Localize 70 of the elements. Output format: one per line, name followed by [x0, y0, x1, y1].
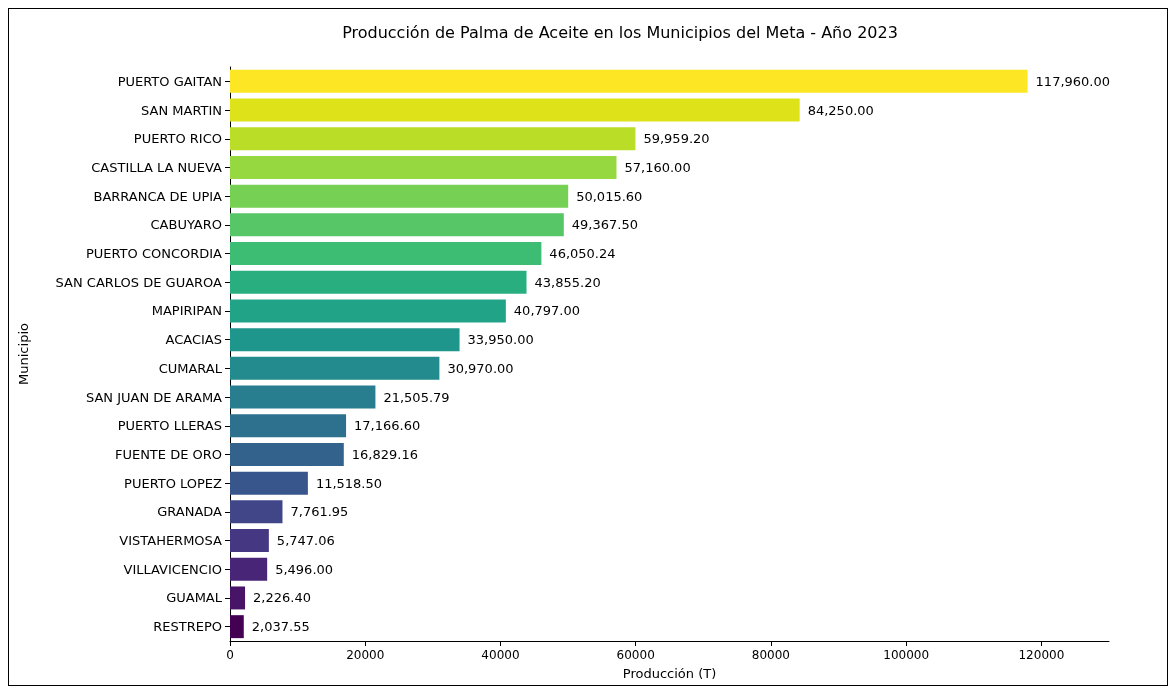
x-tick-label: 60000	[616, 648, 655, 662]
y-tick-label: CUMARAL	[158, 360, 223, 376]
y-tick-label: GUAMAL	[166, 590, 223, 606]
y-tick-label: VILLAVICENCIO	[123, 561, 222, 577]
bar	[230, 270, 527, 294]
x-axis-title: Producción (T)	[622, 666, 717, 681]
data-label: 21,505.79	[383, 389, 450, 405]
data-label: 5,496.00	[275, 561, 334, 577]
bar	[230, 69, 1028, 93]
data-label: 11,518.50	[315, 475, 383, 491]
y-tick-label: CABUYARO	[150, 217, 222, 233]
data-label: 2,226.40	[253, 590, 311, 606]
bar	[230, 184, 569, 208]
y-tick-label: BARRANCA DE UPIA	[93, 188, 223, 204]
data-label: 16,829.16	[351, 446, 418, 462]
bar	[230, 557, 268, 581]
x-tick-label: 20000	[346, 648, 385, 662]
data-label: 117,960.00	[1035, 73, 1111, 89]
y-tick-label: PUERTO LLERAS	[117, 418, 222, 434]
y-tick-label: CASTILLA LA NUEVA	[91, 159, 223, 175]
data-label: 7,761.95	[290, 504, 349, 520]
bar	[230, 356, 440, 380]
data-label: 84,250.00	[807, 102, 874, 118]
bar	[230, 471, 308, 495]
x-tick-label: 0	[226, 648, 234, 662]
data-label: 2,037.55	[251, 619, 310, 635]
bar	[230, 155, 617, 179]
data-label: 17,166.60	[354, 418, 421, 434]
chart-title: Producción de Palma de Aceite en los Municipios del Meta - Año 2023	[342, 22, 898, 42]
data-label: 57,160.00	[624, 159, 691, 175]
bar	[230, 242, 542, 266]
bar	[230, 529, 269, 553]
y-tick-label: SAN CARLOS DE GUAROA	[55, 274, 223, 290]
y-tick-label: MAPIRIPAN	[151, 303, 222, 319]
y-tick-label: PUERTO RICO	[133, 131, 222, 147]
y-tick-label: PUERTO GAITAN	[117, 73, 222, 89]
data-label: 46,050.24	[549, 246, 616, 262]
data-label: 59,959.20	[643, 131, 710, 147]
bar	[230, 442, 344, 466]
bar	[230, 615, 244, 639]
bar	[230, 98, 800, 122]
x-tick-label: 100000	[883, 648, 930, 662]
y-tick-label: ACACIAS	[165, 332, 222, 348]
x-tick-label: 80000	[751, 648, 791, 662]
y-tick-label: GRANADA	[157, 504, 223, 520]
y-tick-label: PUERTO CONCORDIA	[85, 246, 223, 262]
y-tick-label: VISTAHERMOSA	[119, 533, 223, 549]
x-tick-label: 120000	[1018, 648, 1065, 662]
bar	[230, 127, 636, 151]
bar	[230, 385, 376, 409]
y-tick-label: SAN JUAN DE ARAMA	[85, 389, 223, 405]
data-label: 49,367.50	[571, 217, 638, 233]
bar	[230, 328, 460, 352]
y-tick-label: PUERTO LOPEZ	[124, 475, 223, 491]
data-label: 33,950.00	[467, 332, 534, 348]
y-tick-label: FUENTE DE ORO	[114, 446, 222, 462]
bar	[230, 213, 564, 237]
data-label: 40,797.00	[513, 303, 581, 319]
y-axis-title: Municipio	[16, 323, 31, 385]
bar	[230, 299, 506, 323]
data-label: 30,970.00	[447, 360, 514, 376]
data-label: 50,015.60	[576, 188, 643, 204]
x-tick-label: 40000	[481, 648, 520, 662]
bar	[230, 500, 283, 524]
data-label: 5,747.06	[276, 533, 335, 549]
bar	[230, 414, 347, 438]
y-tick-label: SAN MARTIN	[141, 102, 222, 118]
bar	[230, 586, 246, 610]
data-label: 43,855.20	[534, 274, 601, 290]
y-tick-label: RESTREPO	[153, 619, 222, 635]
